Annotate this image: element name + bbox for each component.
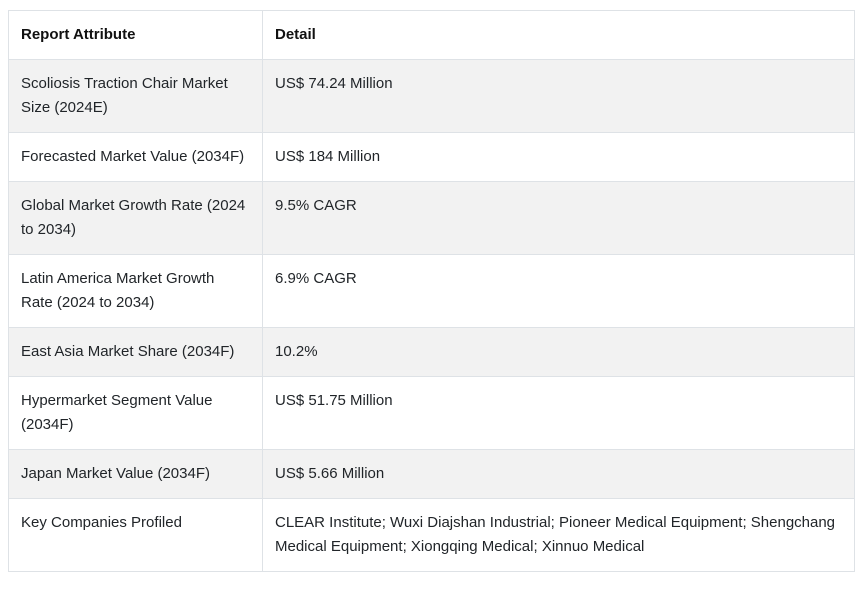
attribute-cell: Global Market Growth Rate (2024 to 2034) [8, 181, 263, 255]
table-row: Key Companies Profiled CLEAR Institute; W… [8, 498, 855, 572]
attribute-cell: Key Companies Profiled [8, 498, 263, 572]
detail-cell: 9.5% CAGR [262, 181, 855, 255]
detail-cell: US$ 51.75 Million [262, 376, 855, 450]
detail-cell: US$ 5.66 Million [262, 449, 855, 499]
report-attributes-table: Report Attribute Detail Scoliosis Tracti… [8, 10, 855, 572]
detail-cell: US$ 74.24 Million [262, 59, 855, 133]
detail-cell: 6.9% CAGR [262, 254, 855, 328]
table-row: Hypermarket Segment Value (2034F) US$ 51.… [8, 376, 855, 450]
table-row: Forecasted Market Value (2034F) US$ 184 M… [8, 132, 855, 182]
table-header-row: Report Attribute Detail [8, 10, 855, 60]
table-row: Japan Market Value (2034F) US$ 5.66 Milli… [8, 449, 855, 499]
table-row: East Asia Market Share (2034F) 10.2% [8, 327, 855, 377]
detail-cell: US$ 184 Million [262, 132, 855, 182]
attribute-cell: Japan Market Value (2034F) [8, 449, 263, 499]
attribute-cell: Scoliosis Traction Chair Market Size (20… [8, 59, 263, 133]
header-detail: Detail [262, 10, 855, 60]
attribute-cell: Latin America Market Growth Rate (2024 t… [8, 254, 263, 328]
attribute-cell: Hypermarket Segment Value (2034F) [8, 376, 263, 450]
detail-cell: CLEAR Institute; Wuxi Diajshan Industria… [262, 498, 855, 572]
table-row: Global Market Growth Rate (2024 to 2034)… [8, 181, 855, 255]
attribute-cell: Forecasted Market Value (2034F) [8, 132, 263, 182]
attribute-cell: East Asia Market Share (2034F) [8, 327, 263, 377]
table-row: Scoliosis Traction Chair Market Size (20… [8, 59, 855, 133]
detail-cell: 10.2% [262, 327, 855, 377]
table-row: Latin America Market Growth Rate (2024 t… [8, 254, 855, 328]
header-report-attribute: Report Attribute [8, 10, 263, 60]
